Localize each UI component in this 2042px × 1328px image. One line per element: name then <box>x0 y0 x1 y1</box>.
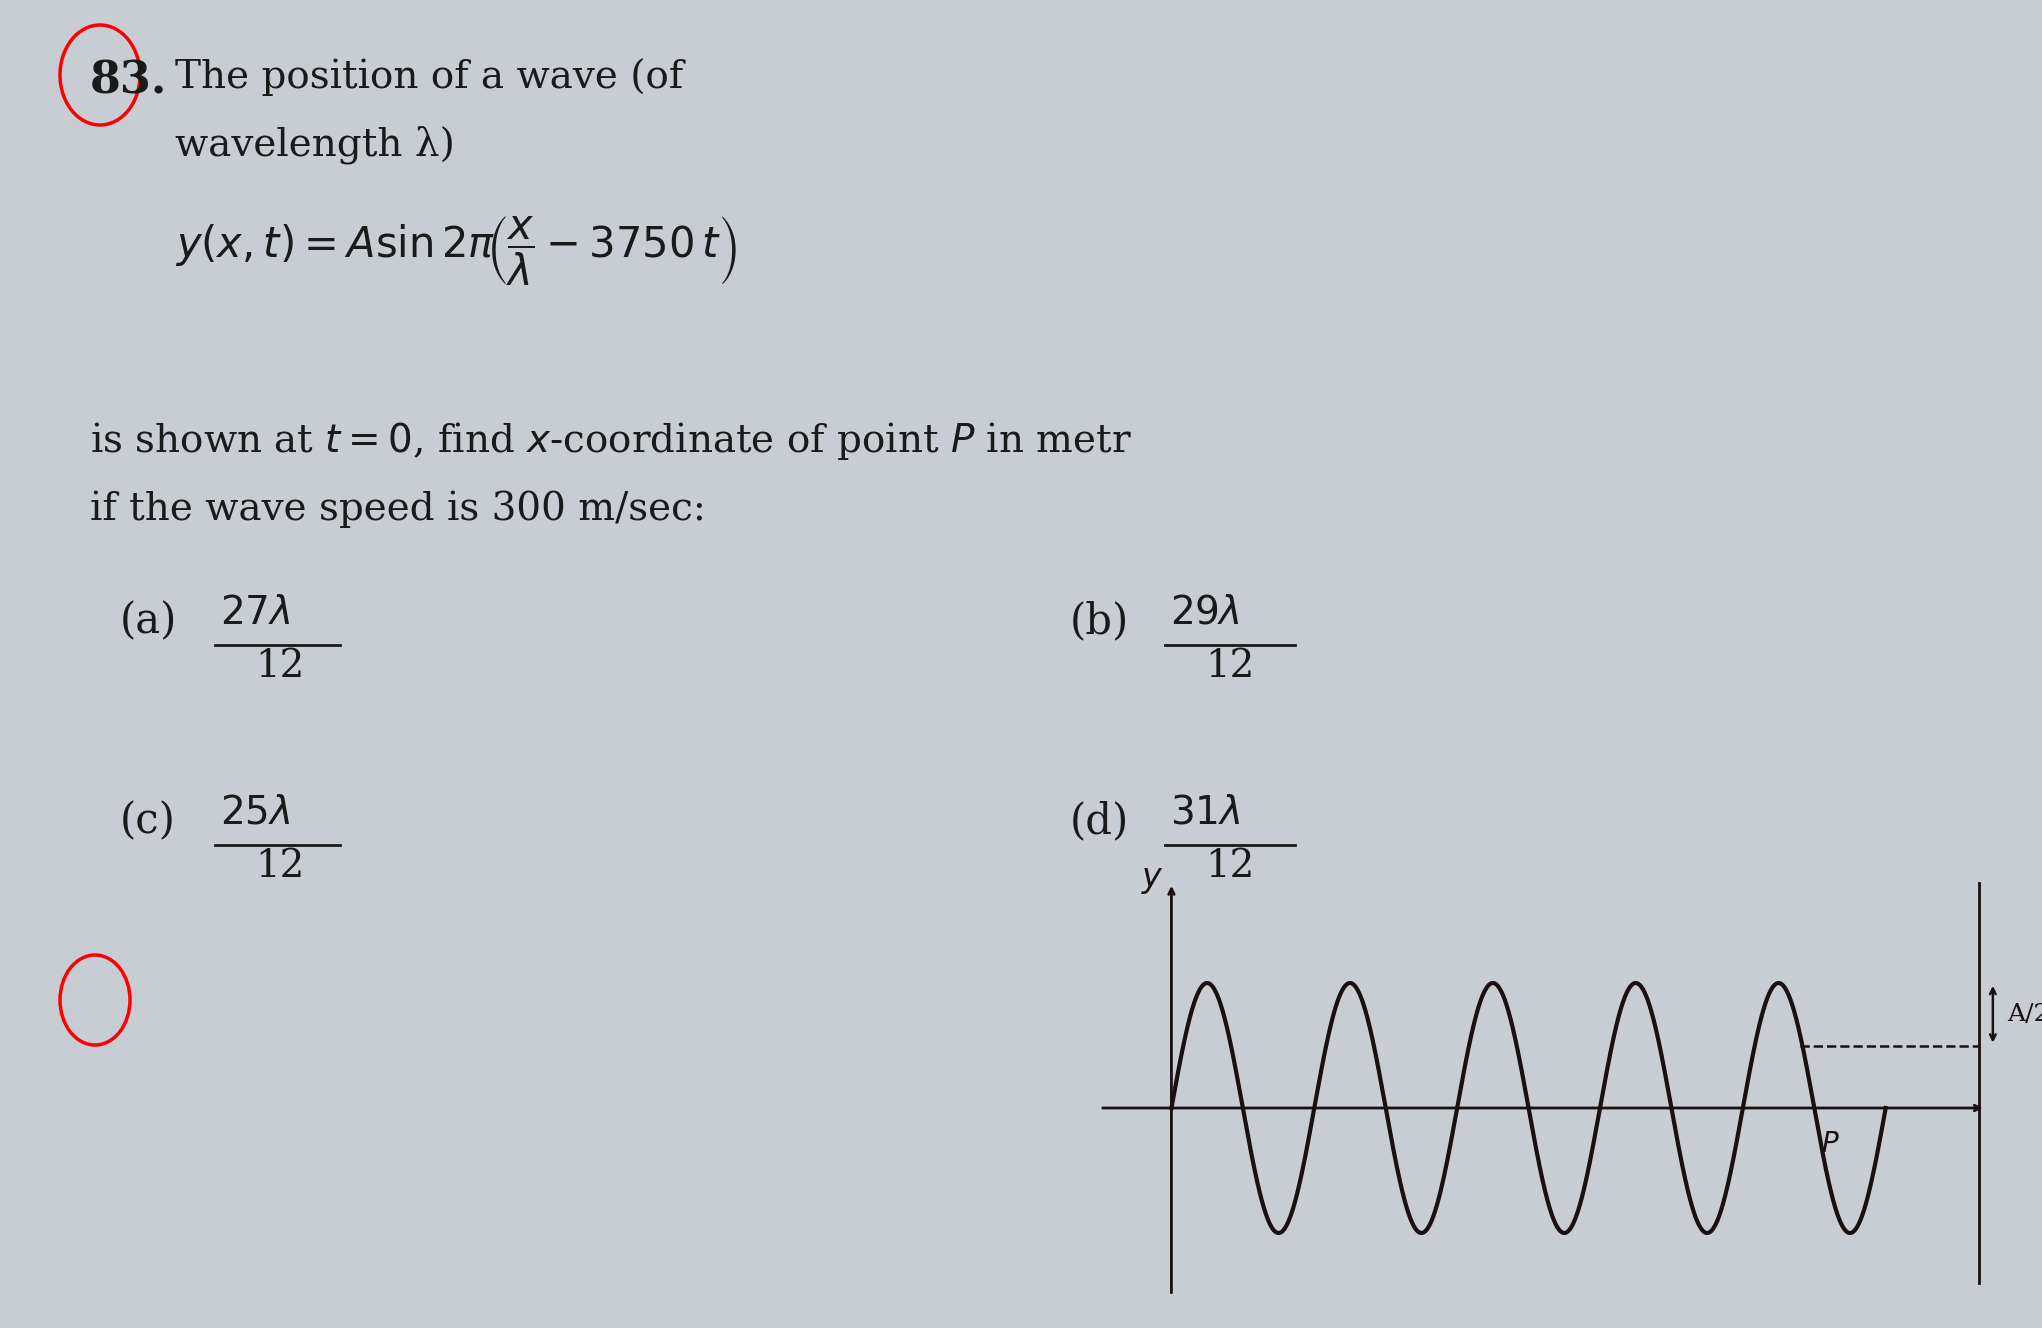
Text: $31\lambda$: $31\lambda$ <box>1170 795 1239 833</box>
Text: $25\lambda$: $25\lambda$ <box>221 795 290 833</box>
Text: $27\lambda$: $27\lambda$ <box>221 595 290 632</box>
Text: is shown at $t = 0$, find $x$-coordinate of point $P$ in metr: is shown at $t = 0$, find $x$-coordinate… <box>90 420 1131 462</box>
Text: $29\lambda$: $29\lambda$ <box>1170 595 1239 632</box>
Text: 12: 12 <box>255 849 304 884</box>
Text: (b): (b) <box>1070 600 1129 641</box>
Text: 12: 12 <box>1205 648 1254 685</box>
Text: (d): (d) <box>1070 799 1129 842</box>
Text: $y$: $y$ <box>1141 865 1164 896</box>
Text: A/2: A/2 <box>2007 1003 2042 1025</box>
Text: $P$: $P$ <box>1821 1130 1840 1158</box>
Text: (a): (a) <box>120 600 178 641</box>
Text: if the wave speed is 300 m/sec:: if the wave speed is 300 m/sec: <box>90 490 707 527</box>
Text: 12: 12 <box>1205 849 1254 884</box>
Text: 12: 12 <box>255 648 304 685</box>
Text: (c): (c) <box>120 799 176 842</box>
Text: 83.: 83. <box>90 60 167 104</box>
Text: $y(x,t) = A\sin 2\pi\!\left(\dfrac{x}{\lambda}-3750\,t\right)$: $y(x,t) = A\sin 2\pi\!\left(\dfrac{x}{\l… <box>176 215 737 288</box>
Text: wavelength λ): wavelength λ) <box>176 125 455 163</box>
Text: The position of a wave (of: The position of a wave (of <box>176 58 684 96</box>
